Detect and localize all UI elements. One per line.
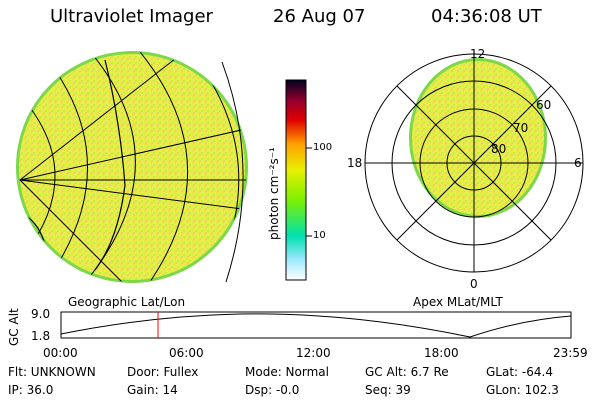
time-label: 04:36:08 UT [431, 6, 542, 27]
geo-image [16, 51, 248, 283]
altitude-xtick-0: 00:00 [43, 346, 78, 360]
altitude-ytick-low: 1.8 [31, 329, 51, 343]
info-ip: IP: 36.0 [8, 383, 54, 397]
info-dsp: Dsp: -0.0 [245, 383, 300, 397]
info-glat: GLat: -64.4 [486, 365, 553, 379]
altitude-plot [60, 311, 572, 339]
info-seq: Seq: 39 [365, 383, 411, 397]
info-glon: GLon: 102.3 [486, 383, 559, 397]
altitude-curve [60, 313, 572, 338]
instrument-title: Ultraviolet Imager [50, 6, 213, 27]
colorbar [285, 79, 312, 281]
mlt-0-label: 0 [470, 277, 478, 291]
altitude-ylabel: GC Alt [7, 308, 21, 346]
date-label: 26 Aug 07 [273, 6, 366, 27]
altitude-xtick-1: 06:00 [169, 346, 204, 360]
lat-60-label: 60 [536, 98, 552, 112]
mlt-18-label: 18 [347, 156, 363, 170]
geo-panel-label: Geographic Lat/Lon [68, 295, 186, 309]
info-flt: Flt: UNKNOWN [8, 365, 96, 379]
info-mode: Mode: Normal [245, 365, 329, 379]
colorbar-tick-100: 100 [313, 142, 333, 153]
altitude-xtick-2: 12:00 [296, 346, 331, 360]
colorbar-unit-label: photon cm⁻²s⁻¹ [267, 147, 281, 240]
mlt-6-label: 6 [574, 156, 582, 170]
info-gcalt: GC Alt: 6.7 Re [365, 365, 449, 379]
altitude-ytick-high: 9.0 [31, 307, 51, 321]
altitude-xtick-4: 23:59 [553, 346, 588, 360]
info-door: Door: Fullex [127, 365, 199, 379]
info-gain: Gain: 14 [127, 383, 178, 397]
polar-grid [364, 53, 584, 273]
geo-outer-meridian [221, 61, 244, 283]
geo-grid [19, 52, 247, 282]
altitude-xtick-3: 18:00 [424, 346, 459, 360]
polar-panel-label: Apex MLat/MLT [413, 295, 503, 309]
colorbar-tick-10: 10 [313, 230, 326, 241]
lat-70-label: 70 [513, 121, 529, 135]
lat-80-label: 80 [491, 142, 507, 156]
mlt-12-label: 12 [470, 47, 486, 61]
